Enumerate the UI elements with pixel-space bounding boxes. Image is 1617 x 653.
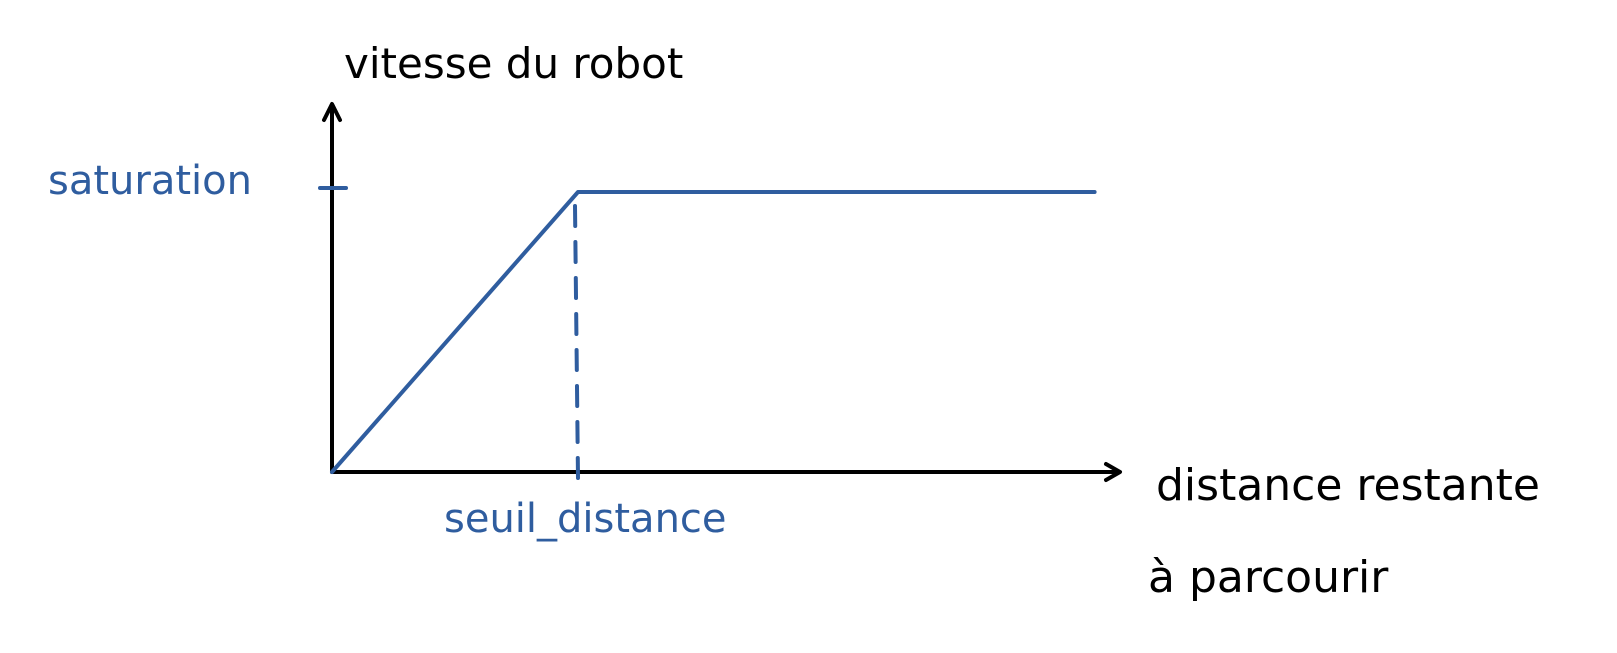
saturation-label: saturation bbox=[48, 158, 252, 204]
y-axis-label: vitesse du robot bbox=[344, 39, 683, 88]
threshold-label: seuil_distance bbox=[444, 496, 727, 542]
x-axis-arrowhead bbox=[1104, 462, 1122, 482]
x-axis-label-line2: à parcourir bbox=[1148, 552, 1389, 603]
speed-curve bbox=[330, 190, 1097, 474]
y-axis-arrowhead bbox=[322, 102, 342, 122]
x-axis-label-line1: distance restante bbox=[1156, 460, 1540, 511]
threshold-dashed-line bbox=[573, 204, 580, 480]
